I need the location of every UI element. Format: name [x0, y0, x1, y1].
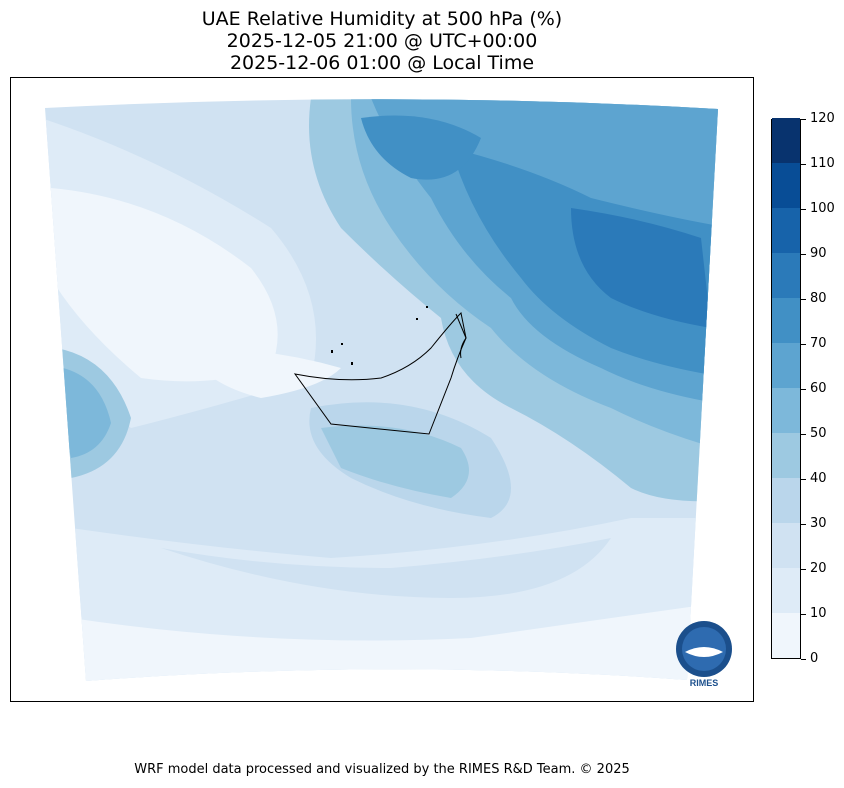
colorbar-tick-label: 30	[810, 516, 827, 531]
contour-0-10	[201, 348, 341, 398]
contour-20-30	[161, 538, 611, 598]
colorbar-segment	[772, 253, 800, 298]
colorbar-segment	[772, 478, 800, 523]
humidity-contours	[45, 99, 718, 682]
contour-0-10	[51, 188, 278, 382]
contour-50-60	[62, 368, 111, 458]
colorbar-tick-label: 110	[810, 156, 835, 171]
colorbar-tick-label: 50	[810, 426, 827, 441]
contour-40-50	[321, 425, 469, 498]
colorbar	[771, 118, 801, 659]
colorbar-tick-label: 120	[810, 111, 835, 126]
colorbar-segment	[772, 388, 800, 433]
colorbar-tick	[801, 299, 806, 300]
colorbar-segment	[772, 523, 800, 568]
map-title-line3: 2025-12-06 01:00 @ Local Time	[229, 52, 535, 74]
colorbar-tick	[801, 569, 806, 570]
colorbar-tick	[801, 524, 806, 525]
colorbar-tick	[801, 434, 806, 435]
colorbar-tick-label: 20	[810, 561, 827, 576]
map-title-line2: 2025-12-05 21:00 @ UTC+00:00	[226, 30, 538, 52]
colorbar-segment	[772, 568, 800, 613]
footer-credit: WRF model data processed and visualized …	[134, 762, 630, 777]
colorbar-tick	[801, 479, 806, 480]
colorbar-segment	[772, 298, 800, 343]
colorbar-tick	[801, 614, 806, 615]
rimes-logo: RIMES	[676, 621, 732, 688]
humidity-map: RIMES	[45, 99, 732, 688]
colorbar-segment	[772, 343, 800, 388]
colorbar-tick	[801, 254, 806, 255]
colorbar-segment	[772, 208, 800, 253]
colorbar-segment	[772, 163, 800, 208]
colorbar-tick	[801, 119, 806, 120]
colorbar-tick-label: 80	[810, 291, 827, 306]
logo-text: RIMES	[690, 678, 719, 688]
colorbar-segment	[772, 433, 800, 478]
uae-islands	[331, 306, 428, 365]
map-frame: RIMES	[10, 77, 754, 702]
oman-musandam-border	[455, 313, 467, 359]
colorbar-tick-label: 70	[810, 336, 827, 351]
colorbar-segment	[772, 613, 800, 658]
colorbar-tick-label: 60	[810, 381, 827, 396]
logo-wave	[685, 647, 723, 657]
colorbar-tick	[801, 164, 806, 165]
colorbar-tick	[801, 389, 806, 390]
colorbar-tick	[801, 209, 806, 210]
colorbar-tick-label: 40	[810, 471, 827, 486]
colorbar-segment	[772, 118, 800, 163]
colorbar-tick	[801, 344, 806, 345]
colorbar-tick-label: 90	[810, 246, 827, 261]
contour-70-80	[361, 115, 481, 180]
uae-border	[293, 311, 467, 435]
contour-80-90	[571, 208, 711, 328]
colorbar-tick-label: 0	[810, 651, 819, 666]
map-title-line1: UAE Relative Humidity at 500 hPa (%)	[201, 8, 563, 30]
colorbar-tick	[801, 659, 806, 660]
colorbar-tick-label: 100	[810, 201, 835, 216]
colorbar-tick-label: 10	[810, 606, 827, 621]
